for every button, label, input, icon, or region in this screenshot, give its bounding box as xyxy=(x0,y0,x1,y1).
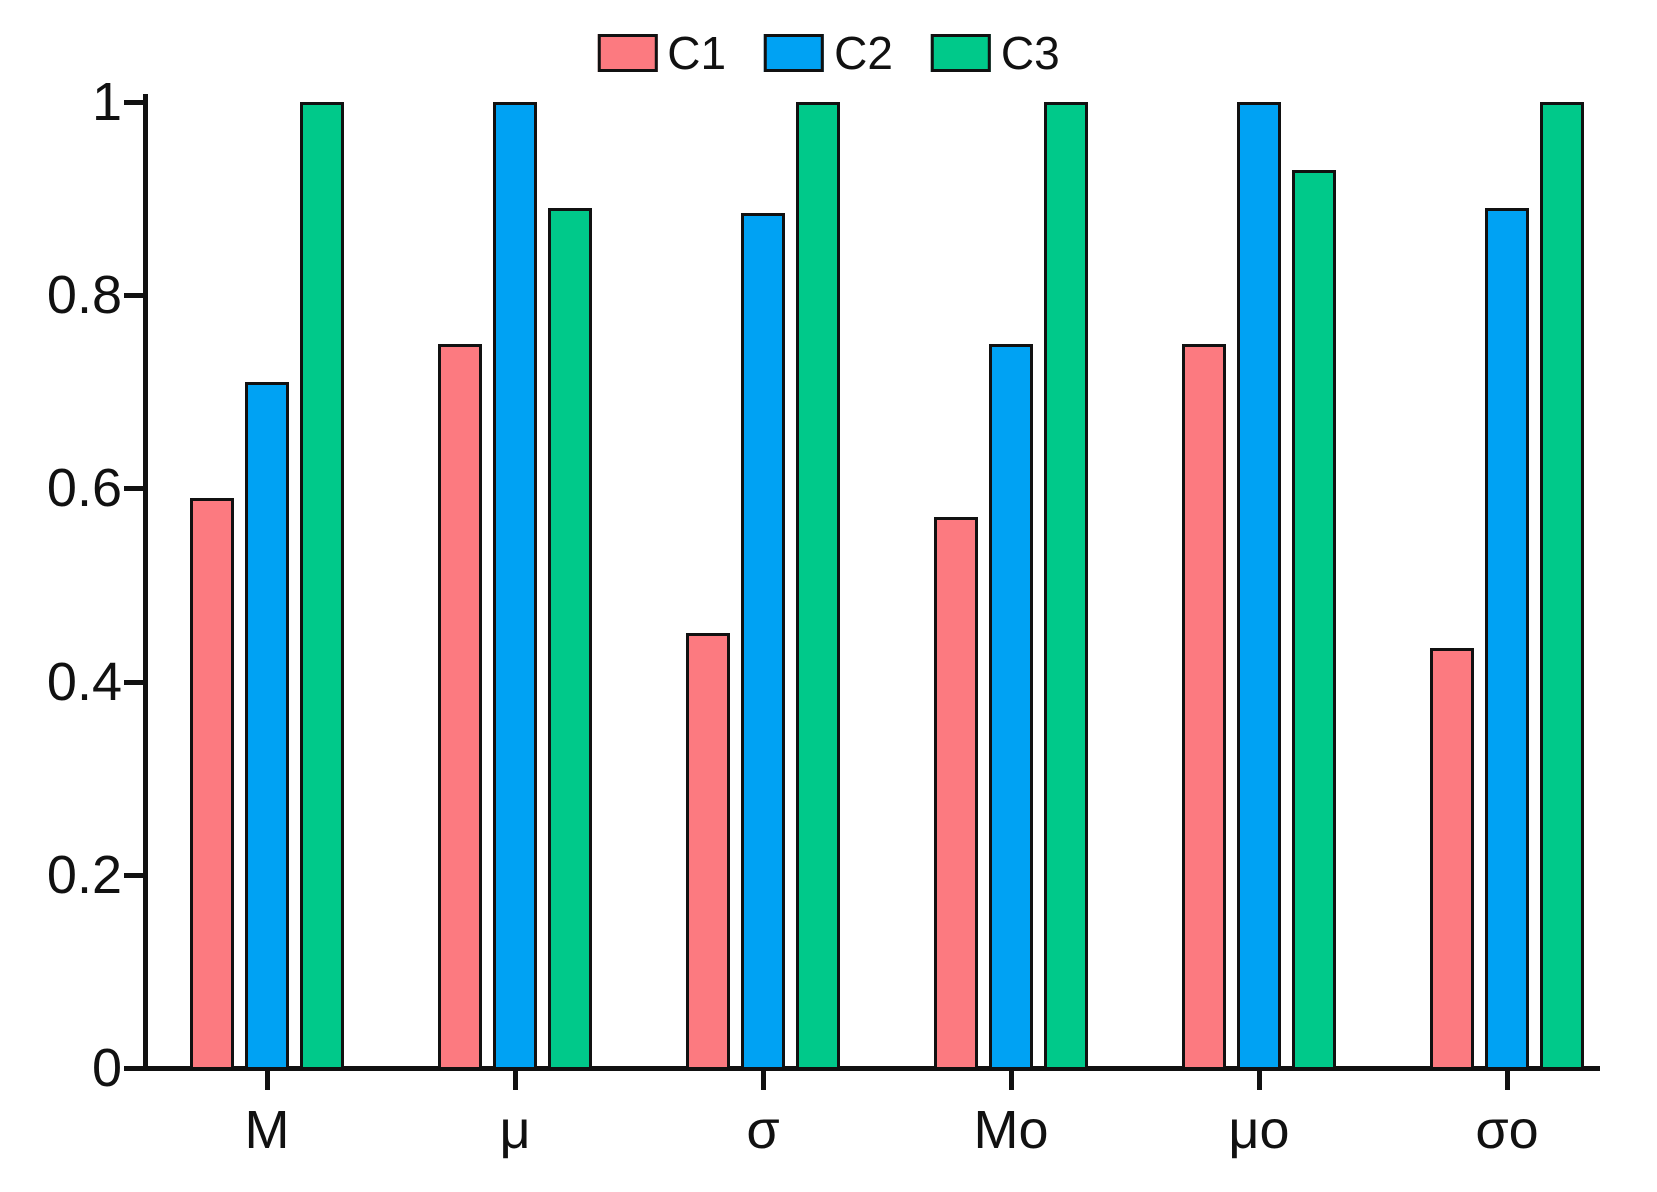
x-tick-mark xyxy=(1009,1071,1014,1090)
legend-item-C1: C1 xyxy=(597,30,726,76)
bar-C1-μo xyxy=(1182,343,1226,1070)
y-tick-label: 0.8 xyxy=(46,265,122,326)
bar-C2-Mo xyxy=(989,343,1033,1070)
x-category-label: μ xyxy=(499,1100,531,1160)
x-category-label: σ xyxy=(746,1100,780,1160)
y-tick-mark xyxy=(124,1066,143,1071)
chart-legend: C1 C2 C3 xyxy=(597,27,1060,79)
y-tick-mark xyxy=(124,679,143,685)
y-tick-label: 0.2 xyxy=(46,844,122,905)
x-tick-mark xyxy=(513,1071,518,1090)
y-tick-mark xyxy=(124,872,143,878)
x-tick-mark xyxy=(1505,1071,1510,1090)
bar-C2-σ xyxy=(741,213,785,1070)
bar-C2-M xyxy=(245,382,289,1070)
y-axis-line xyxy=(143,94,148,1071)
bar-C2-μ xyxy=(493,102,537,1070)
bar-C3-σo xyxy=(1540,102,1584,1070)
bar-C1-σ xyxy=(686,633,730,1070)
y-tick-label: 0.4 xyxy=(46,651,122,712)
bar-C3-μo xyxy=(1292,169,1336,1070)
y-tick-mark xyxy=(124,293,143,299)
legend-label: C3 xyxy=(1000,27,1060,79)
legend-label: C2 xyxy=(834,27,893,79)
x-axis-line xyxy=(130,1066,1600,1071)
bar-C1-M xyxy=(190,498,234,1070)
bar-C1-σo xyxy=(1430,647,1474,1070)
bar-C3-Mo xyxy=(1044,102,1088,1070)
y-tick-mark xyxy=(124,100,143,105)
x-category-label: M xyxy=(244,1100,290,1160)
y-tick-label: 1 xyxy=(91,72,122,132)
x-tick-mark xyxy=(1257,1071,1262,1090)
bar-C3-M xyxy=(300,102,344,1070)
x-category-label: σo xyxy=(1475,1100,1539,1160)
bar-C2-σo xyxy=(1485,208,1529,1070)
legend-swatch-C1 xyxy=(597,34,658,72)
x-category-label: μo xyxy=(1228,1100,1290,1160)
y-tick-mark xyxy=(124,486,143,492)
bar-C3-σ xyxy=(796,102,840,1070)
bar-C1-μ xyxy=(438,343,482,1070)
bar-C3-μ xyxy=(548,208,592,1070)
legend-item-C2: C2 xyxy=(764,30,893,76)
y-tick-label: 0.6 xyxy=(46,458,122,519)
bar-C2-μo xyxy=(1237,102,1281,1070)
legend-swatch-C3 xyxy=(930,34,991,72)
y-tick-label: 0 xyxy=(91,1038,122,1098)
x-tick-mark xyxy=(265,1071,270,1090)
x-category-label: Mo xyxy=(973,1100,1049,1160)
bar-C1-Mo xyxy=(934,517,978,1070)
legend-item-C3: C3 xyxy=(930,27,1060,79)
legend-swatch-C2 xyxy=(764,34,825,72)
x-tick-mark xyxy=(761,1071,766,1090)
legend-label: C1 xyxy=(667,27,727,79)
